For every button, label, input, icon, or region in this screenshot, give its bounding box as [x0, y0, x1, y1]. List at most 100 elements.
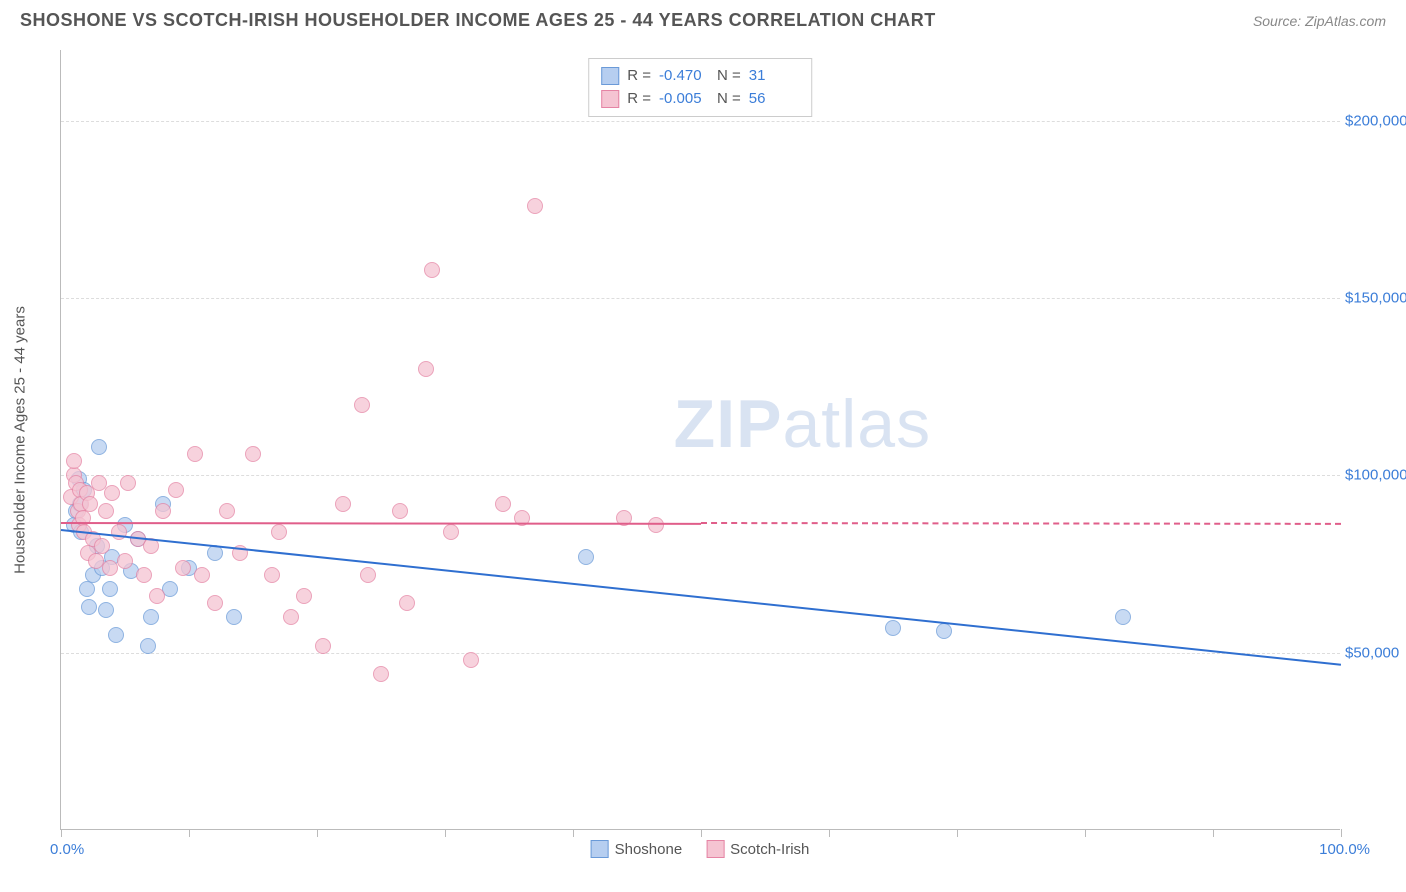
legend-item: Scotch-Irish — [706, 840, 809, 858]
correlation-stats-box: R = -0.470 N = 31 R = -0.005 N = 56 — [588, 58, 812, 117]
data-point — [120, 475, 136, 491]
data-point — [149, 588, 165, 604]
data-point — [424, 262, 440, 278]
data-point — [271, 524, 287, 540]
r-value: -0.470 — [659, 65, 709, 88]
data-point — [108, 627, 124, 643]
data-point — [104, 485, 120, 501]
x-axis-max-label: 100.0% — [1319, 841, 1370, 858]
data-point — [527, 198, 543, 214]
x-tick — [61, 829, 62, 837]
data-point — [98, 602, 114, 618]
plot-area: $50,000$100,000$150,000$200,000 — [60, 50, 1340, 830]
y-axis-title: Householder Income Ages 25 - 44 years — [12, 306, 29, 574]
data-point — [81, 599, 97, 615]
series-swatch — [601, 67, 619, 85]
data-point — [194, 567, 210, 583]
x-tick — [1213, 829, 1214, 837]
data-point — [936, 623, 952, 639]
data-point — [66, 453, 82, 469]
gridline — [61, 475, 1340, 476]
data-point — [463, 652, 479, 668]
data-point — [296, 588, 312, 604]
data-point — [648, 517, 664, 533]
data-point — [140, 638, 156, 654]
data-point — [168, 482, 184, 498]
x-tick — [573, 829, 574, 837]
data-point — [94, 538, 110, 554]
data-point — [354, 397, 370, 413]
x-tick — [1085, 829, 1086, 837]
x-tick — [189, 829, 190, 837]
chart-title: SHOSHONE VS SCOTCH-IRISH HOUSEHOLDER INC… — [20, 10, 936, 31]
data-point — [885, 620, 901, 636]
trend-line — [61, 522, 701, 525]
data-point — [226, 609, 242, 625]
data-point — [495, 496, 511, 512]
n-value: 56 — [749, 88, 799, 111]
y-tick-label: $150,000 — [1345, 290, 1406, 307]
legend-swatch — [706, 840, 724, 858]
legend-label: Scotch-Irish — [730, 841, 809, 858]
data-point — [219, 503, 235, 519]
data-point — [187, 446, 203, 462]
data-point — [111, 524, 127, 540]
chart-container: $50,000$100,000$150,000$200,000 Househol… — [60, 50, 1340, 830]
x-tick — [1341, 829, 1342, 837]
source-attribution: Source: ZipAtlas.com — [1253, 13, 1386, 29]
data-point — [245, 446, 261, 462]
data-point — [443, 524, 459, 540]
data-point — [418, 361, 434, 377]
data-point — [283, 609, 299, 625]
data-point — [207, 595, 223, 611]
gridline — [61, 298, 1340, 299]
x-tick — [701, 829, 702, 837]
r-value: -0.005 — [659, 88, 709, 111]
x-tick — [957, 829, 958, 837]
n-label: N = — [717, 65, 741, 88]
r-label: R = — [627, 65, 651, 88]
data-point — [136, 567, 152, 583]
y-tick-label: $200,000 — [1345, 112, 1406, 129]
data-point — [315, 638, 331, 654]
data-point — [264, 567, 280, 583]
data-point — [360, 567, 376, 583]
legend-label: Shoshone — [615, 841, 683, 858]
n-label: N = — [717, 88, 741, 111]
trend-line — [61, 529, 1341, 666]
gridline — [61, 121, 1340, 122]
data-point — [79, 581, 95, 597]
trend-line-extrapolated — [701, 522, 1341, 525]
x-tick — [829, 829, 830, 837]
n-value: 31 — [749, 65, 799, 88]
stats-row: R = -0.470 N = 31 — [601, 65, 799, 88]
data-point — [143, 609, 159, 625]
gridline — [61, 653, 1340, 654]
legend-swatch — [591, 840, 609, 858]
data-point — [98, 503, 114, 519]
data-point — [1115, 609, 1131, 625]
y-tick-label: $100,000 — [1345, 467, 1406, 484]
data-point — [578, 549, 594, 565]
data-point — [175, 560, 191, 576]
x-tick — [445, 829, 446, 837]
legend: Shoshone Scotch-Irish — [591, 840, 810, 858]
series-swatch — [601, 90, 619, 108]
stats-row: R = -0.005 N = 56 — [601, 88, 799, 111]
data-point — [155, 503, 171, 519]
chart-header: SHOSHONE VS SCOTCH-IRISH HOUSEHOLDER INC… — [0, 0, 1406, 37]
x-axis-min-label: 0.0% — [50, 841, 84, 858]
data-point — [91, 439, 107, 455]
y-tick-label: $50,000 — [1345, 644, 1406, 661]
data-point — [392, 503, 408, 519]
x-tick — [317, 829, 318, 837]
data-point — [117, 553, 133, 569]
data-point — [335, 496, 351, 512]
data-point — [102, 560, 118, 576]
data-point — [82, 496, 98, 512]
legend-item: Shoshone — [591, 840, 683, 858]
data-point — [399, 595, 415, 611]
data-point — [373, 666, 389, 682]
data-point — [102, 581, 118, 597]
r-label: R = — [627, 88, 651, 111]
